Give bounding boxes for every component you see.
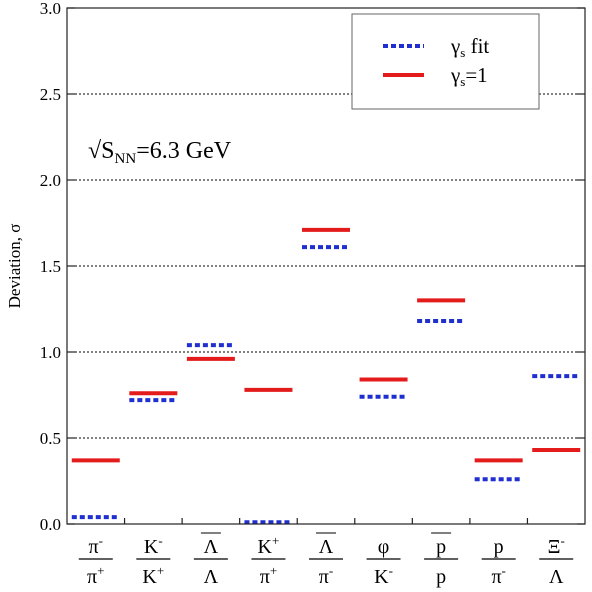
x-label-numerator: p bbox=[436, 536, 446, 558]
series-0 bbox=[71, 245, 581, 525]
x-label-denominator: π- bbox=[319, 563, 333, 588]
x-label-denominator: p bbox=[436, 566, 446, 588]
y-axis-label: Deviation, σ bbox=[5, 224, 24, 309]
x-label-denominator: π+ bbox=[87, 563, 104, 588]
energy-annotation-sqrt: √S bbox=[88, 138, 115, 164]
x-label-numerator: K- bbox=[144, 533, 163, 558]
x-label-numerator: Λ bbox=[319, 536, 334, 558]
x-label-numerator: φ bbox=[378, 536, 390, 558]
y-tick-label: 1.0 bbox=[40, 343, 61, 362]
series-1 bbox=[71, 227, 581, 463]
x-label-denominator: Λ bbox=[204, 566, 219, 588]
x-tick-label: ΛΛ bbox=[193, 532, 228, 588]
legend: γs fit γs=1 bbox=[351, 13, 540, 110]
x-label-denominator: K+ bbox=[142, 563, 164, 588]
y-tick-label: 0.0 bbox=[40, 515, 61, 534]
y-tick-label: 2.0 bbox=[40, 171, 61, 190]
x-label-denominator: K- bbox=[374, 563, 393, 588]
x-label-numerator: π- bbox=[89, 533, 103, 558]
y-tick-label: 2.5 bbox=[40, 85, 61, 104]
x-tick-label: π-π+ bbox=[78, 533, 113, 588]
energy-annotation-sub: NN bbox=[115, 151, 137, 167]
x-label-numerator: Ξ- bbox=[548, 533, 565, 558]
x-tick-label: p π- bbox=[481, 536, 516, 588]
x-tick-label: Ξ- Λ bbox=[539, 533, 574, 588]
x-label-denominator: π+ bbox=[260, 563, 277, 588]
energy-annotation-rest: =6.3 GeV bbox=[136, 138, 232, 164]
y-axis: 0.0 0.5 1.0 1.5 2.0 2.5 3.0 bbox=[40, 0, 585, 534]
x-label-denominator: Λ bbox=[549, 566, 564, 588]
data-marks bbox=[71, 227, 581, 525]
x-label-numerator: Λ bbox=[204, 536, 219, 558]
x-label-numerator: p bbox=[494, 536, 504, 558]
y-tick-label: 3.0 bbox=[40, 0, 61, 18]
x-tick-label: Λπ- bbox=[309, 532, 343, 588]
legend-label-gamma-one: γs=1 bbox=[450, 63, 488, 89]
legend-box bbox=[351, 13, 540, 110]
x-tick-label: K+ π+ bbox=[251, 533, 286, 588]
x-tick-label: φ K- bbox=[366, 536, 401, 588]
x-tick-label: K- K+ bbox=[136, 533, 171, 588]
x-label-numerator: K+ bbox=[258, 533, 280, 558]
x-label-denominator: π- bbox=[491, 563, 505, 588]
y-tick-label: 0.5 bbox=[40, 429, 61, 448]
x-tick-label: pp bbox=[424, 532, 459, 588]
energy-annotation: √SNN=6.3 GeV bbox=[88, 138, 232, 167]
legend-label-gamma-fit: γs fit bbox=[450, 34, 489, 60]
y-tick-label: 1.5 bbox=[40, 257, 61, 276]
